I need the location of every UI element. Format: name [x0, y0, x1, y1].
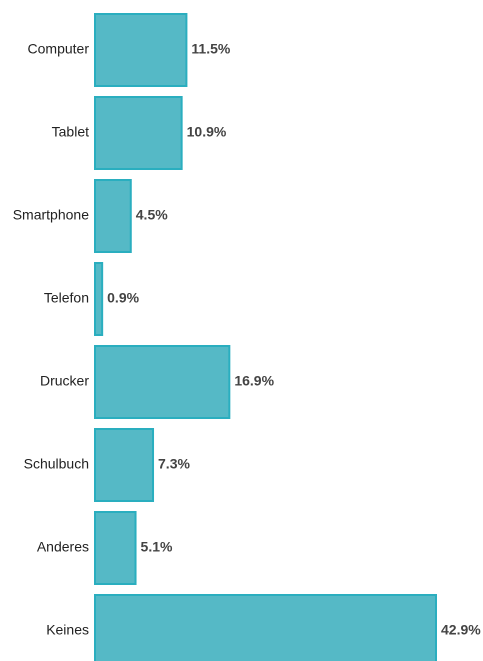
category-label-schulbuch: Schulbuch [24, 456, 89, 472]
category-label-keines: Keines [46, 622, 89, 638]
value-label-drucker: 16.9% [234, 373, 274, 389]
category-label-drucker: Drucker [40, 373, 89, 389]
bar-schulbuch [94, 428, 155, 502]
category-label-smartphone: Smartphone [13, 207, 89, 223]
value-labels-group: 11.5% 10.9% 4.5% 0.9% 16.9% 7.3% 5.1% 42.9% [107, 41, 481, 638]
value-label-computer: 11.5% [191, 41, 230, 57]
value-label-keines: 42.9% [441, 622, 481, 638]
bar-anderes [94, 511, 137, 585]
value-label-telefon: 0.9% [107, 290, 139, 306]
bar-tablet [94, 96, 183, 170]
bars-group [94, 13, 437, 661]
value-label-smartphone: 4.5% [136, 207, 168, 223]
value-label-schulbuch: 7.3% [158, 456, 190, 472]
category-label-anderes: Anderes [37, 539, 89, 555]
bar-keines [94, 594, 437, 661]
bar-telefon [94, 262, 104, 336]
category-label-telefon: Telefon [44, 290, 89, 306]
category-label-tablet: Tablet [52, 124, 89, 140]
value-label-anderes: 5.1% [141, 539, 173, 555]
bar-drucker [94, 345, 231, 419]
bar-computer [94, 13, 188, 87]
value-label-tablet: 10.9% [187, 124, 227, 140]
category-labels-group: Computer Tablet Smartphone Telefon Drucker Sc… [13, 41, 90, 638]
bar-smartphone [94, 179, 132, 253]
category-label-computer: Computer [28, 41, 90, 57]
